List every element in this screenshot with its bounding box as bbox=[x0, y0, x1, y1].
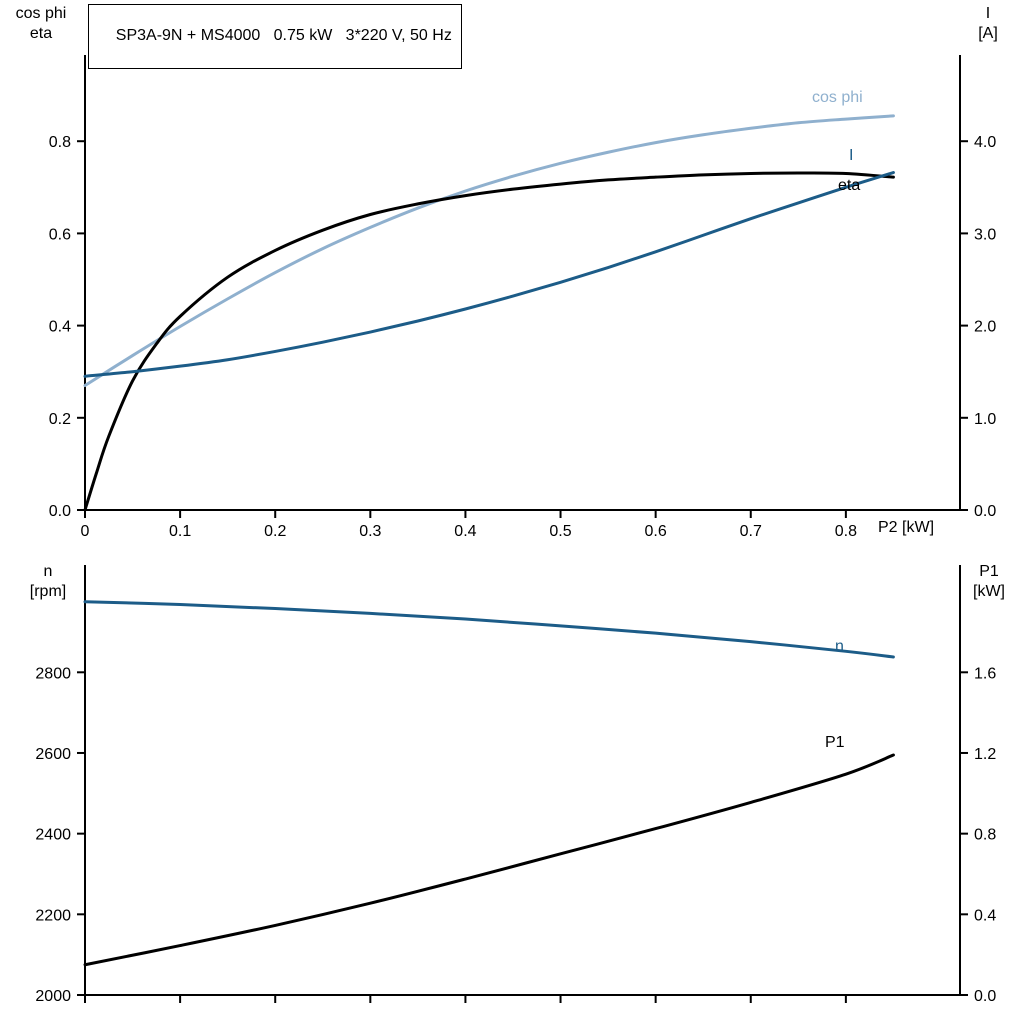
right-axis-tick-label: 4.0 bbox=[974, 134, 996, 151]
curve-cos-phi bbox=[83, 114, 895, 388]
left-axis-tick-label: 2600 bbox=[35, 746, 71, 763]
left-axis-tick-label: 2400 bbox=[35, 827, 71, 844]
curve-label-n: n bbox=[835, 638, 844, 655]
left-axis-tick-label: 0.0 bbox=[49, 503, 71, 520]
curve-I bbox=[83, 171, 895, 378]
right-axis-tick-label: 1.0 bbox=[974, 411, 996, 428]
curve-label-I: I bbox=[849, 147, 854, 164]
right-axis-tick-label: 1.6 bbox=[974, 665, 996, 682]
top-right-axis-title: I [A] bbox=[962, 4, 1014, 44]
curve-label-P1: P1 bbox=[825, 734, 845, 751]
top-left-axis-title-line2: eta bbox=[29, 25, 53, 42]
curve-P1 bbox=[83, 753, 895, 967]
top-left-axis-title-line1: cos phi bbox=[15, 5, 67, 22]
top-right-axis-title-line2: [A] bbox=[978, 25, 998, 42]
top-left-axis-title: cos phi eta bbox=[3, 4, 79, 44]
bottom-left-axis-title-line2: [rpm] bbox=[29, 583, 67, 600]
bottom-left-axis-title: n [rpm] bbox=[13, 562, 83, 602]
left-axis-tick-label: 2000 bbox=[35, 988, 71, 1005]
curve-label-cos-phi: cos phi bbox=[812, 89, 863, 106]
bottom-right-axis-title-line1: P1 bbox=[979, 563, 999, 580]
x-axis-label: P2 [kW] bbox=[878, 519, 935, 536]
curve-label-eta: eta bbox=[838, 177, 861, 194]
x-axis-tick-label: 0.1 bbox=[169, 523, 191, 540]
right-axis-tick-label: 0.8 bbox=[974, 827, 996, 844]
x-axis-tick-label: 0.3 bbox=[359, 523, 381, 540]
x-axis-tick-label: 0.5 bbox=[549, 523, 571, 540]
bottom-left-axis-title-line1: n bbox=[43, 563, 53, 580]
right-axis-tick-label: 2.0 bbox=[974, 319, 996, 336]
x-axis-tick-label: 0.2 bbox=[264, 523, 286, 540]
x-axis-tick-label: 0.6 bbox=[645, 523, 667, 540]
curve-eta bbox=[83, 171, 895, 512]
right-axis-tick-label: 0.0 bbox=[974, 503, 996, 520]
right-axis-tick-label: 0.0 bbox=[974, 988, 996, 1005]
chart-title: SP3A-9N + MS4000 0.75 kW 3*220 V, 50 Hz bbox=[115, 27, 452, 44]
right-axis-tick-label: 3.0 bbox=[974, 226, 996, 243]
x-axis-tick-label: 0.4 bbox=[454, 523, 476, 540]
x-axis-tick-label: 0 bbox=[81, 523, 90, 540]
x-axis-tick-label: 0.7 bbox=[740, 523, 762, 540]
right-axis-tick-label: 1.2 bbox=[974, 746, 996, 763]
left-axis-tick-label: 0.6 bbox=[49, 226, 71, 243]
bottom-right-axis-title-line2: [kW] bbox=[973, 583, 1005, 600]
left-axis-tick-label: 2800 bbox=[35, 665, 71, 682]
top-right-axis-title-line1: I bbox=[985, 5, 991, 22]
x-axis-tick-label: 0.8 bbox=[835, 523, 857, 540]
left-axis-tick-label: 0.2 bbox=[49, 411, 71, 428]
right-axis-tick-label: 0.4 bbox=[974, 907, 996, 924]
curve-n bbox=[83, 600, 895, 659]
left-axis-tick-label: 0.4 bbox=[49, 319, 71, 336]
left-axis-tick-label: 0.8 bbox=[49, 134, 71, 151]
bottom-right-axis-title: P1 [kW] bbox=[962, 562, 1016, 602]
chart-title-box: SP3A-9N + MS4000 0.75 kW 3*220 V, 50 Hz bbox=[88, 4, 462, 69]
left-axis-tick-label: 2200 bbox=[35, 907, 71, 924]
